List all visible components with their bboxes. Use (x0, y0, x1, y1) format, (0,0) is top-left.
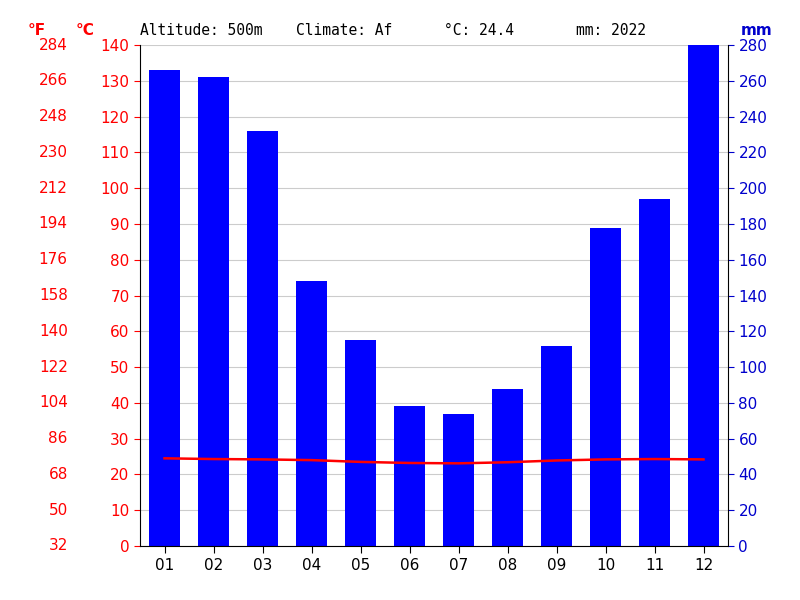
Bar (491, 389, 523, 546)
Text: 158: 158 (39, 288, 68, 303)
Text: °C: 24.4: °C: 24.4 (444, 23, 514, 38)
Text: 140: 140 (39, 324, 68, 339)
Bar (590, 227, 622, 546)
Text: 122: 122 (39, 359, 68, 374)
Text: 212: 212 (39, 181, 68, 196)
Bar (394, 406, 426, 546)
Text: 86: 86 (49, 431, 68, 446)
Text: 248: 248 (39, 109, 68, 124)
Text: 284: 284 (39, 38, 68, 53)
Text: 266: 266 (38, 73, 68, 88)
Bar (541, 346, 573, 546)
Text: 230: 230 (38, 145, 68, 160)
Text: Altitude: 500m: Altitude: 500m (140, 23, 262, 38)
Text: °C: °C (76, 23, 95, 38)
Bar (295, 281, 327, 546)
Bar (149, 70, 181, 546)
Text: mm: mm (740, 23, 772, 38)
Text: 68: 68 (49, 467, 68, 482)
Bar (345, 340, 377, 546)
Bar (687, 45, 719, 546)
Text: °F: °F (28, 23, 46, 38)
Bar (198, 77, 230, 546)
Text: Climate: Af: Climate: Af (296, 23, 392, 38)
Bar (638, 199, 670, 546)
Text: 32: 32 (49, 539, 68, 553)
Text: 104: 104 (39, 395, 68, 410)
Bar (246, 131, 278, 546)
Text: 50: 50 (49, 503, 68, 518)
Text: mm: 2022: mm: 2022 (576, 23, 646, 38)
Bar (442, 413, 474, 546)
Text: 176: 176 (38, 252, 68, 267)
Text: 194: 194 (38, 217, 68, 232)
